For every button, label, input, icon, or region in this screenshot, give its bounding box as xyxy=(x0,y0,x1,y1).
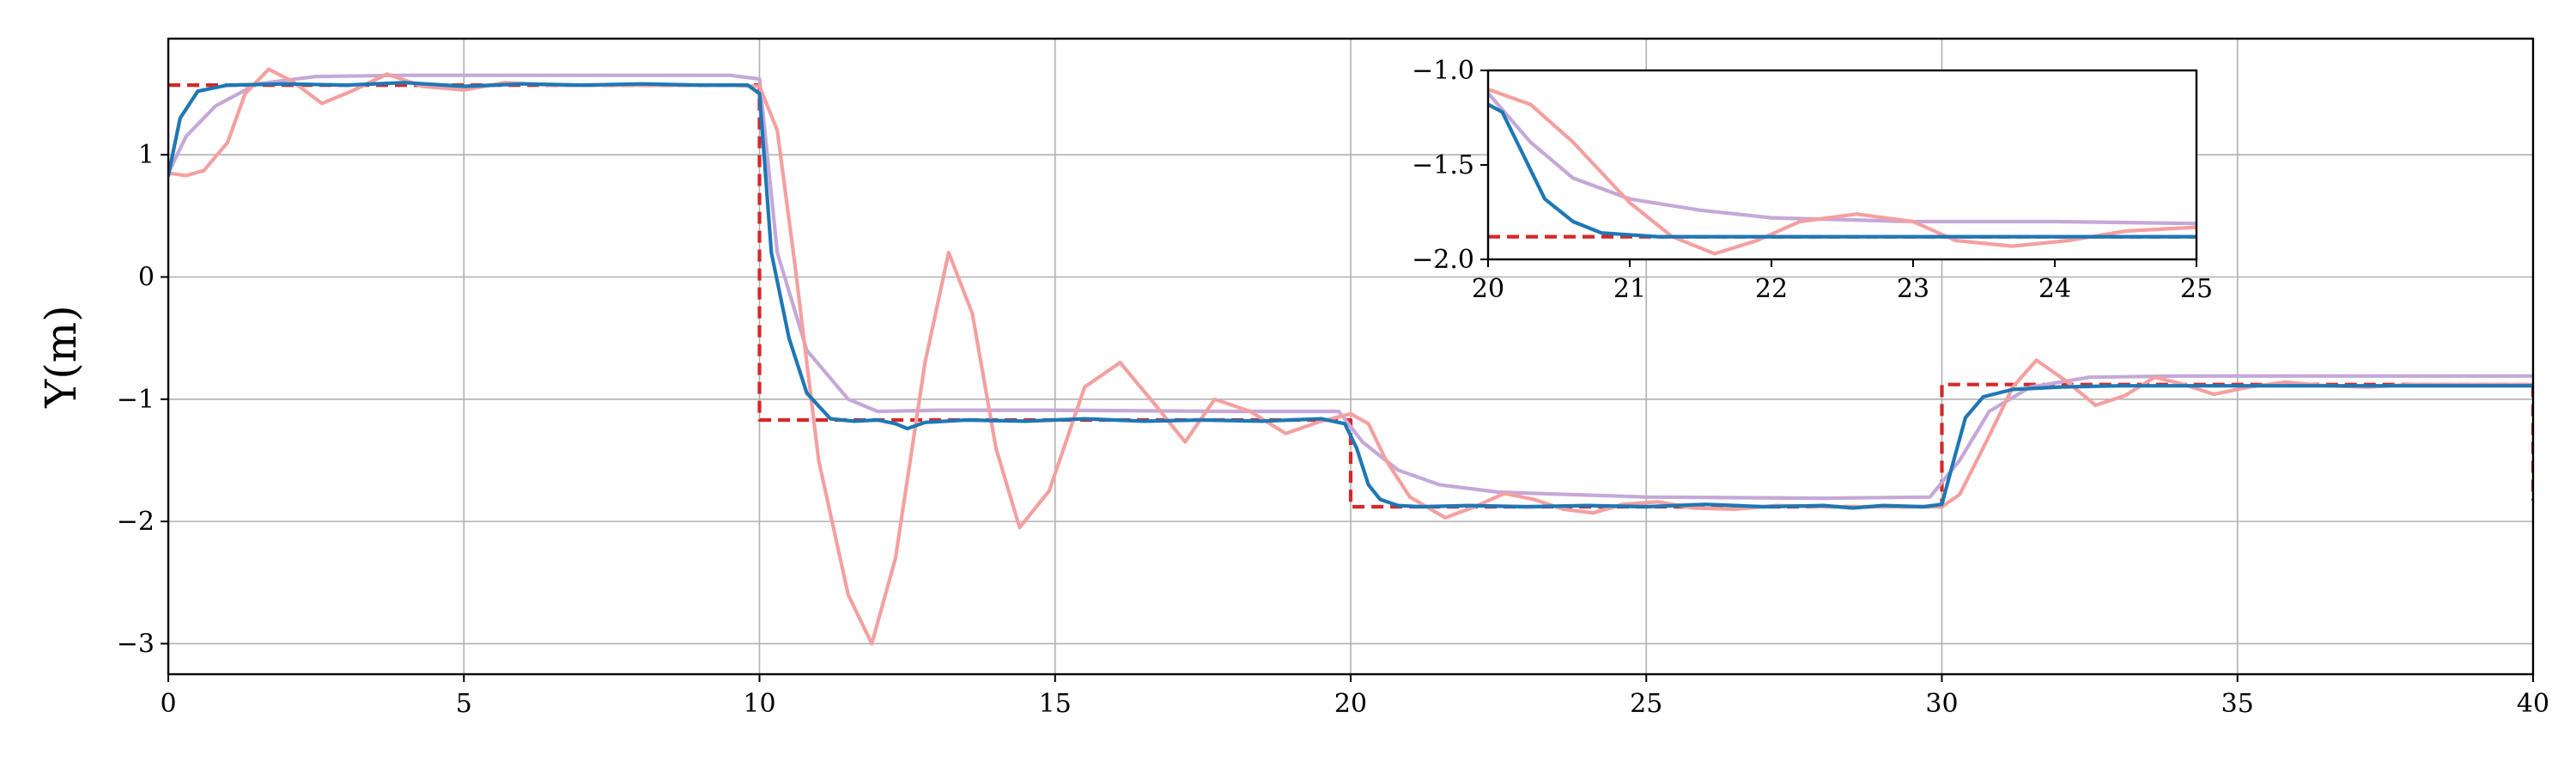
inset-x-tick-label: 22 xyxy=(1755,274,1788,304)
main-x-tick-label: 10 xyxy=(743,689,775,719)
main-x-tick-label: 40 xyxy=(2517,689,2549,719)
inset-x-tick-label: 20 xyxy=(1472,274,1504,304)
main-y-tick-label: −3 xyxy=(117,629,155,659)
main-x-tick-label: 30 xyxy=(1925,689,1958,719)
main-y-tick-label: −1 xyxy=(117,385,155,415)
inset-x-tick-label: 24 xyxy=(2038,274,2071,304)
inset-y-ticks: −2.0 −1.5 −1.0 xyxy=(1412,56,1488,275)
inset-background xyxy=(1488,70,2196,259)
main-series-line-2 xyxy=(168,67,2533,646)
y-axis-label: Y(m) xyxy=(36,305,86,408)
main-x-ticks: 0 5 10 15 20 25 30 35 40 xyxy=(160,674,2549,719)
main-y-tick-label: −2 xyxy=(117,507,155,537)
inset-x-tick-label: 25 xyxy=(2180,274,2213,304)
inset-series-line-3 xyxy=(1488,102,2196,239)
main-x-tick-label: 15 xyxy=(1039,689,1072,719)
inset-series-line-1 xyxy=(1488,91,2196,226)
main-y-tick-label: 1 xyxy=(138,140,155,170)
main-x-tick-label: 25 xyxy=(1630,689,1662,719)
inset-series-group xyxy=(1488,87,2196,256)
inset-series-line-2 xyxy=(1488,87,2196,256)
inset-y-tick-label: −1.5 xyxy=(1412,150,1474,180)
main-series-line-3 xyxy=(168,81,2533,510)
inset-y-tick-label: −2.0 xyxy=(1412,245,1474,275)
main-series-line-1 xyxy=(168,73,2533,501)
main-x-tick-label: 0 xyxy=(160,689,176,719)
main-plot: 0 5 10 15 20 25 30 35 40 −3 −2 −1 0 1 Y(m) xyxy=(36,37,2549,719)
main-y-tick-label: 0 xyxy=(138,263,155,293)
inset-plot: 20 21 22 23 24 25 −2.0 −1.5 −1.0 xyxy=(1412,56,2213,304)
main-x-tick-label: 20 xyxy=(1334,689,1367,719)
main-y-ticks: −3 −2 −1 0 1 xyxy=(117,140,168,659)
inset-x-tick-label: 21 xyxy=(1613,274,1646,304)
inset-y-tick-label: −1.0 xyxy=(1412,56,1474,86)
main-x-tick-label: 35 xyxy=(2221,689,2254,719)
main-series-group xyxy=(168,67,2533,646)
main-x-tick-label: 5 xyxy=(456,689,472,719)
inset-x-ticks: 20 21 22 23 24 25 xyxy=(1472,259,2213,304)
inset-x-tick-label: 23 xyxy=(1897,274,1929,304)
